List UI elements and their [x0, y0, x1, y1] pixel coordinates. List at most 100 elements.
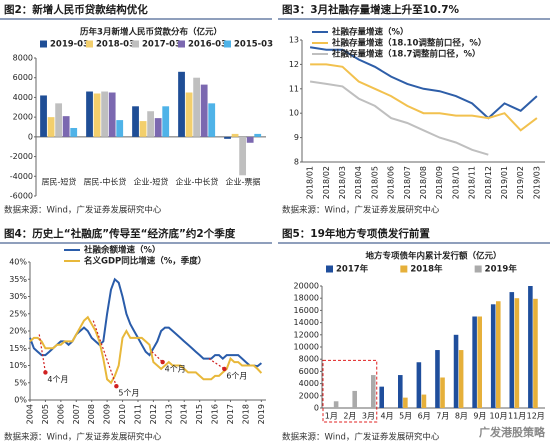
x-tick-label: 2015 — [195, 404, 204, 424]
bar — [108, 92, 116, 137]
legend-label: 社融存量增速（18.10调整前口径，%） — [331, 38, 486, 49]
x-tick-label: 2019/01 — [500, 166, 509, 199]
legend-label: 名义GDP同比增速（%，季度） — [84, 256, 206, 267]
line — [29, 277, 263, 368]
source-note: 数据来源：Wind，广发证券发展研究中心 — [4, 205, 162, 216]
bar — [333, 401, 339, 408]
legend-label: 2019-03 — [50, 40, 89, 50]
y-tick-label: 8000 — [13, 54, 33, 63]
x-tick-label: 2018/05 — [370, 166, 379, 199]
bar — [116, 120, 124, 137]
bar — [528, 286, 533, 408]
y-tick-label: 6000 — [299, 367, 319, 376]
chart-subtitle: 历年3月新增人民币贷款分布（亿元） — [80, 27, 222, 38]
bar — [254, 133, 262, 137]
legend-swatch — [400, 265, 408, 273]
annotation-arrow — [92, 320, 117, 387]
x-tick-label: 2008 — [87, 404, 96, 424]
legend-label: 2018年 — [410, 264, 443, 275]
bar — [147, 111, 155, 137]
line — [29, 315, 263, 385]
x-tick-label: 2011 — [133, 404, 142, 424]
annotation-arrow — [151, 351, 164, 363]
x-tick-label: 5月 — [399, 412, 412, 421]
x-tick-label: 2010 — [118, 404, 127, 424]
y-tick-label: 15% — [9, 344, 27, 353]
legend-swatch — [132, 40, 139, 48]
y-tick-label: -2000 — [10, 152, 33, 161]
y-tick-label: 2000 — [299, 391, 319, 400]
y-tick-label: 30% — [9, 292, 27, 301]
bar — [70, 127, 78, 137]
y-tick-label: 20000 — [294, 282, 319, 291]
y-tick-label: 12000 — [294, 330, 319, 339]
bar — [139, 121, 147, 137]
y-tick-label: 35% — [9, 275, 27, 284]
x-tick-label: 2018/10 — [451, 166, 460, 199]
bar — [435, 350, 440, 408]
x-tick-label: 6月 — [418, 412, 431, 421]
x-tick-label: 2004 — [26, 404, 35, 424]
x-tick-label: 企业-中长贷 — [176, 177, 219, 187]
bar — [231, 133, 239, 137]
y-tick-label: 8 — [294, 158, 299, 167]
bar — [472, 316, 477, 408]
x-tick-label: 12月 — [527, 412, 545, 421]
annotation: 5个月 — [118, 389, 139, 398]
bar — [193, 77, 201, 137]
y-tick-label: 8000 — [299, 355, 319, 364]
line — [309, 46, 538, 120]
annotation-dot — [222, 366, 227, 372]
legend-label: 2017-03 — [142, 40, 181, 50]
bar — [55, 103, 63, 137]
x-tick-label: 2017 — [226, 404, 235, 424]
x-tick-label: 居民-短贷 — [42, 177, 77, 187]
bar — [246, 136, 254, 143]
legend-label: 2016-03 — [188, 40, 227, 50]
y-tick-label: 16000 — [294, 306, 319, 315]
x-tick-label: 企业-票据 — [226, 177, 261, 187]
x-tick-label: 8月 — [455, 412, 468, 421]
legend-label: 2018-03 — [96, 40, 135, 50]
x-tick-label: 2018 — [241, 404, 250, 424]
y-tick-label: 13 — [289, 36, 299, 45]
x-tick-label: 2019 — [257, 404, 266, 424]
y-tick-label: 9 — [294, 133, 299, 142]
y-tick-label: 4000 — [13, 93, 33, 102]
bar — [440, 377, 445, 408]
bar — [40, 95, 47, 137]
x-tick-label: 2月 — [343, 412, 356, 421]
y-tick-label: 2000 — [13, 113, 33, 122]
bar — [47, 117, 55, 137]
bar — [421, 394, 427, 408]
x-tick-label: 2006 — [56, 404, 65, 424]
panel-title: 图4：历史上“社融底”传导至“经济底”约2个季度 — [4, 227, 236, 240]
y-tick-label: 6000 — [13, 73, 33, 82]
bar — [200, 84, 208, 137]
x-tick-label: 2012 — [149, 404, 158, 424]
source-note: 数据来源：Wind，广发证券发展研究中心 — [4, 432, 162, 443]
x-tick-label: 2018/09 — [435, 166, 444, 199]
y-tick-label: 25% — [9, 309, 27, 318]
x-tick-label: 2018/06 — [387, 166, 396, 199]
x-tick-label: 11月 — [508, 412, 526, 421]
y-tick-label: -4000 — [10, 172, 33, 181]
bar — [490, 304, 496, 408]
x-tick-label: 2009 — [103, 404, 112, 424]
annotation-dot — [43, 370, 48, 375]
bar — [162, 106, 170, 137]
y-tick-label: 12 — [289, 60, 299, 69]
bar — [224, 136, 231, 139]
bar — [416, 362, 422, 408]
bar — [458, 350, 464, 408]
bar — [86, 91, 93, 137]
x-tick-label: 9月 — [473, 412, 486, 421]
legend-label: 2015-03 — [234, 40, 273, 50]
line — [310, 63, 538, 132]
x-tick-label: 1月 — [325, 412, 338, 421]
y-tick-label: 5% — [14, 378, 27, 387]
legend-swatch — [326, 265, 333, 273]
bar — [101, 91, 109, 137]
x-tick-label: 4月 — [380, 412, 393, 421]
